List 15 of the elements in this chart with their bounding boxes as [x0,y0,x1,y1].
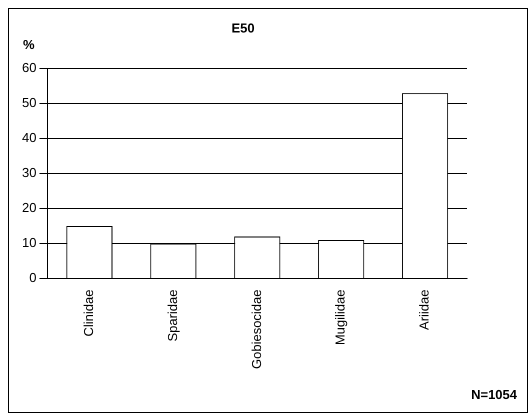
y-tick-label: 30 [22,165,36,180]
x-tick-label: Ariidae [416,290,432,330]
y-tick-label: 60 [22,60,36,76]
y-tick-label: 50 [22,95,36,110]
x-tick-label: Clinidae [80,290,96,336]
y-axis-title: % [23,37,35,52]
y-tick-label: 10 [22,235,36,250]
x-tick-label: Sparidae [164,290,180,342]
y-tick-label: 0 [29,270,36,286]
x-tick-label: Mugilidae [332,290,348,346]
y-tick-label: 40 [22,130,36,146]
chart-title: E50 [231,20,255,36]
y-tick-label: 20 [22,200,36,216]
x-tick-label: Gobiesocidae [248,290,264,369]
text: N=1054 [471,387,518,402]
